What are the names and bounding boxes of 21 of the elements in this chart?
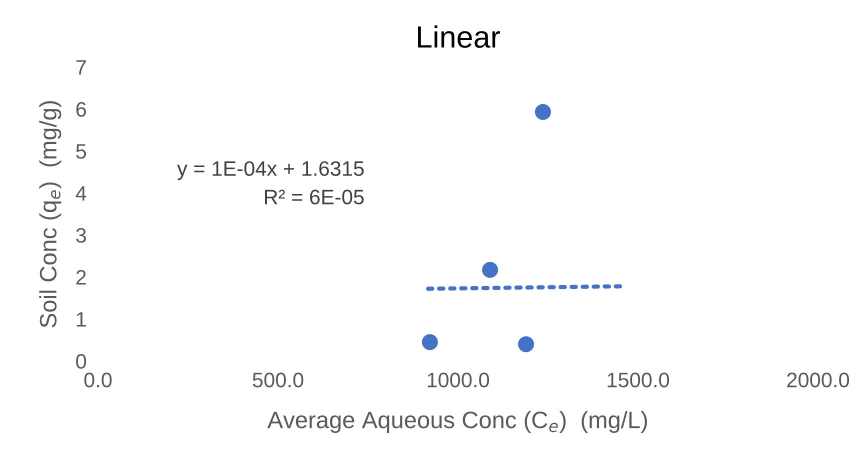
y-tick-label: 5 <box>76 144 86 159</box>
x-tick-label: 0.0 <box>84 372 112 388</box>
y-tick-label: 4 <box>76 186 86 201</box>
annotation: y = 1E-04x + 1.6315 R² = 6E-05 <box>177 161 364 204</box>
y-tick-label: 6 <box>76 102 86 117</box>
y-tick-label: 0 <box>76 354 86 369</box>
y-tick-label: 2 <box>76 270 86 285</box>
x-tick-label: 1500.0 <box>608 372 670 388</box>
y-axis-title: Soil Conc (q$_{e}$) (mg/g) <box>39 101 62 328</box>
point <box>518 336 534 352</box>
point <box>534 104 551 120</box>
x-tick-label: 1000.0 <box>428 372 490 388</box>
y-tick-label: 7 <box>76 60 86 75</box>
y-tick-label: 3 <box>76 228 86 243</box>
point <box>422 334 438 350</box>
point <box>482 262 498 278</box>
x-tick-label: 500.0 <box>252 372 304 388</box>
chart-title: Linear <box>418 25 500 48</box>
x-tick-label: 2000.0 <box>787 372 850 388</box>
x-axis-title: Average Aqueous Conc (C$_{e}$) (mg/L) <box>267 410 647 433</box>
y-tick-label: 1 <box>76 312 86 327</box>
